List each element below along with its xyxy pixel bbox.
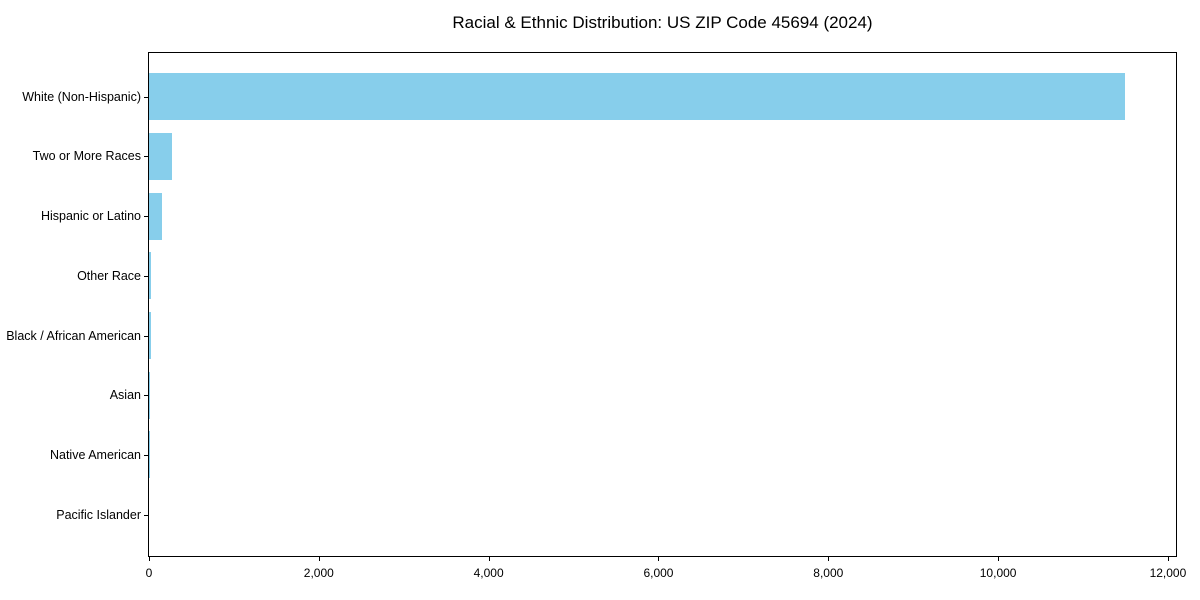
bar (149, 252, 152, 300)
y-axis-tick (144, 515, 148, 516)
x-axis-tick-label: 2,000 (303, 566, 334, 580)
x-axis-tick (828, 557, 829, 561)
y-axis-label: Pacific Islander (56, 507, 141, 522)
bar (149, 312, 151, 359)
x-axis-tick (149, 557, 150, 561)
y-axis-tick (144, 455, 148, 456)
y-axis-label: Native American (49, 447, 141, 462)
y-axis-label: Black / African American (6, 328, 141, 343)
y-axis-label: Asian (109, 387, 141, 402)
x-axis-tick (319, 557, 320, 561)
x-axis-tick (1168, 557, 1169, 561)
x-axis-tick-label: 8,000 (813, 566, 844, 580)
x-axis-tick-label: 4,000 (473, 566, 504, 580)
y-axis-tick (144, 97, 148, 98)
bar (149, 371, 150, 419)
x-axis-tick-label: 10,000 (979, 566, 1017, 580)
x-axis-tick-label: 6,000 (643, 566, 674, 580)
y-axis-tick (144, 336, 148, 337)
bar (149, 431, 150, 479)
bar (149, 73, 1126, 121)
plot-area (148, 52, 1177, 557)
bar (149, 192, 162, 240)
x-axis-tick (658, 557, 659, 561)
chart-title: Racial & Ethnic Distribution: US ZIP Cod… (452, 13, 873, 32)
x-axis-tick (998, 557, 999, 561)
y-axis-label: White (Non-Hispanic) (22, 89, 141, 104)
y-axis-tick (144, 395, 148, 396)
y-axis-tick (144, 216, 148, 217)
y-axis-label: Hispanic or Latino (40, 208, 141, 223)
bar (149, 132, 172, 180)
y-axis-tick (144, 276, 148, 277)
y-axis-label: Two or More Races (32, 149, 141, 164)
x-axis-tick-label: 12,000 (1149, 566, 1187, 580)
y-axis-label: Other Race (77, 268, 141, 283)
x-axis-tick-label: 0 (145, 566, 153, 580)
x-axis-tick (489, 557, 490, 561)
y-axis-tick (144, 156, 148, 157)
